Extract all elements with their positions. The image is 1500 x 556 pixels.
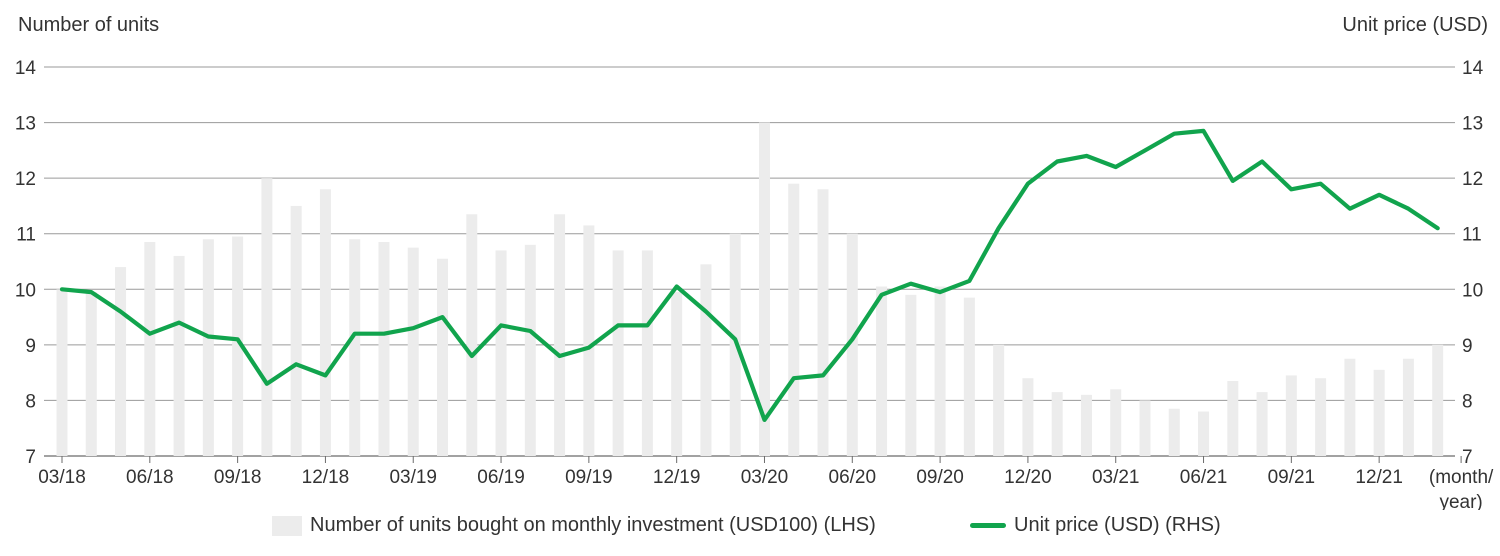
left-y-tick-label: 7 <box>25 447 36 468</box>
legend-label-units: Number of units bought on monthly invest… <box>310 514 876 536</box>
right-y-tick-label: 13 <box>1462 114 1483 135</box>
left-y-tick-label: 9 <box>25 336 36 357</box>
units-bar <box>1168 408 1180 456</box>
left-y-ticks: 7 8 9 10 11 12 13 14 <box>15 58 37 468</box>
units-bar <box>700 264 712 456</box>
right-y-tick-label: 14 <box>1462 58 1484 79</box>
units-bar <box>963 297 975 456</box>
left-y-tick-label: 12 <box>15 169 36 190</box>
units-and-price-chart: 7 8 9 10 11 12 13 14 7 8 9 10 11 12 13 14 03/18 06/18 09… <box>15 58 1494 510</box>
units-bar <box>173 255 185 456</box>
x-tick-label: 12/20 <box>1004 467 1052 488</box>
units-bar <box>876 286 888 456</box>
legend-line-swatch <box>970 523 1006 528</box>
units-bar <box>905 294 917 456</box>
x-tick-label: 06/21 <box>1180 467 1228 488</box>
units-bar <box>1227 380 1239 456</box>
units-bar <box>612 250 624 456</box>
units-bar <box>1432 344 1444 456</box>
x-tick-label: 09/20 <box>916 467 964 488</box>
units-bar <box>934 286 946 456</box>
units-bar <box>115 267 127 456</box>
units-bar <box>1080 394 1092 456</box>
units-bar <box>290 205 302 456</box>
units-bar <box>524 244 536 456</box>
legend-label-price: Unit price (USD) (RHS) <box>1014 514 1221 536</box>
units-bar <box>349 239 361 456</box>
units-bar <box>993 344 1005 456</box>
left-axis-title: Number of units <box>18 14 160 36</box>
x-tick-label: 06/18 <box>126 467 174 488</box>
legend-item-units: Number of units bought on monthly invest… <box>272 514 876 537</box>
x-tick-label: 12/21 <box>1355 467 1403 488</box>
units-bar <box>1373 369 1385 456</box>
left-y-tick-label: 8 <box>25 391 36 412</box>
units-bar <box>1315 378 1327 456</box>
price-line <box>59 128 1440 422</box>
units-bar <box>671 292 683 456</box>
units-bar <box>144 242 156 456</box>
units-bar <box>846 233 858 456</box>
units-bars <box>56 122 1444 457</box>
right-axis-title: Unit price (USD) <box>1342 14 1488 36</box>
units-bar <box>641 250 653 456</box>
legend-bar-swatch <box>272 515 302 536</box>
x-tick-label: 09/19 <box>565 467 613 488</box>
units-bar <box>466 214 478 456</box>
units-bar <box>232 236 244 456</box>
units-bar <box>1256 392 1268 456</box>
x-tick-label: 03/21 <box>1092 467 1140 488</box>
right-y-tick-label: 11 <box>1462 225 1482 246</box>
x-tick-label: 12/18 <box>302 467 350 488</box>
units-bar <box>583 225 595 456</box>
units-bar <box>788 183 800 456</box>
units-bar <box>1110 389 1122 456</box>
left-y-tick-label: 13 <box>15 114 36 135</box>
gridlines <box>44 66 1455 457</box>
x-ticks: 03/18 06/18 09/18 12/18 03/19 06/19 09/19 12/19… <box>38 456 1494 510</box>
units-bar <box>319 189 331 456</box>
units-bar <box>1285 375 1297 456</box>
units-bar <box>261 178 273 456</box>
x-tick-label: 09/18 <box>214 467 262 488</box>
units-bar <box>1051 392 1063 456</box>
right-y-tick-label: 10 <box>1462 280 1483 301</box>
x-tick-label: 06/19 <box>477 467 525 488</box>
units-bar <box>437 258 449 456</box>
units-bar <box>1344 358 1356 456</box>
x-tick-label: 03/20 <box>741 467 789 488</box>
right-y-tick-label: 9 <box>1462 336 1473 357</box>
x-tick-label: 03/18 <box>38 467 86 488</box>
units-bar <box>1198 411 1210 456</box>
left-y-tick-label: 10 <box>15 280 36 301</box>
right-y-tick-label: 7 <box>1462 447 1473 468</box>
units-bar <box>1022 378 1034 456</box>
x-tick-label: (month/year) <box>1429 467 1494 510</box>
x-tick-label: 09/21 <box>1268 467 1316 488</box>
units-bar <box>378 242 390 456</box>
legend: Number of units bought on monthly invest… <box>0 514 1500 546</box>
right-y-tick-label: 8 <box>1462 391 1473 412</box>
units-bar <box>407 247 419 456</box>
x-tick-label: 03/19 <box>389 467 437 488</box>
units-bar <box>758 122 770 457</box>
units-bar <box>1139 400 1151 456</box>
units-bar <box>495 250 507 456</box>
units-bar <box>817 189 829 456</box>
left-y-tick-label: 11 <box>16 225 36 246</box>
left-y-tick-label: 14 <box>15 58 37 79</box>
units-bar <box>1402 358 1414 456</box>
x-tick-label: 06/20 <box>829 467 877 488</box>
price-line-path <box>59 128 1440 422</box>
right-y-tick-label: 12 <box>1462 169 1483 190</box>
right-y-ticks: 7 8 9 10 11 12 13 14 <box>1462 58 1484 468</box>
units-bar <box>56 289 68 456</box>
x-tick-label: 12/19 <box>653 467 701 488</box>
units-bar <box>202 239 214 456</box>
units-bar <box>85 292 97 456</box>
units-bar <box>554 214 566 456</box>
legend-item-price: Unit price (USD) (RHS) <box>970 514 1221 537</box>
